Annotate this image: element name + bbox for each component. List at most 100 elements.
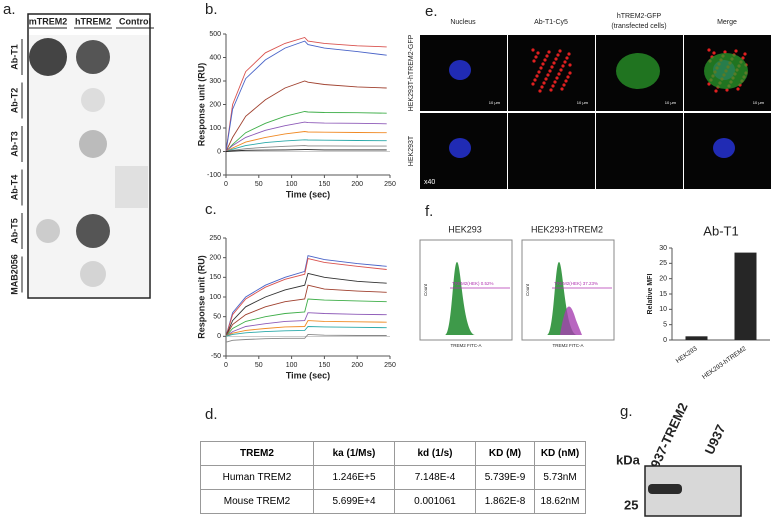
cy5-signal bbox=[547, 50, 551, 54]
y-tick-label: 0 bbox=[217, 148, 221, 155]
y-tick-label: 20 bbox=[659, 276, 667, 283]
blot-dot bbox=[81, 88, 105, 112]
cy5-signal bbox=[564, 79, 568, 83]
cy5-signal bbox=[562, 83, 566, 87]
sensorgram-line bbox=[225, 145, 387, 152]
cell: 1.862E-8 bbox=[475, 489, 535, 514]
gfp-signal bbox=[616, 53, 660, 89]
y-tick-label: 30 bbox=[659, 245, 667, 252]
y-tick-label: 100 bbox=[209, 125, 221, 132]
sensorgram-line bbox=[225, 320, 387, 337]
blot-row-label: Ab-T5 bbox=[9, 218, 19, 244]
cy5-signal bbox=[532, 59, 536, 63]
scale-bar-label: 10 μm bbox=[489, 100, 501, 105]
micrograph bbox=[508, 113, 595, 189]
x-tick-label: 100 bbox=[286, 362, 298, 369]
gate-label: TREM2(HEK) 0.52% bbox=[452, 281, 494, 286]
blot-row-label: Ab-T3 bbox=[9, 131, 19, 157]
cy5-signal bbox=[723, 50, 727, 54]
blot-dot bbox=[76, 40, 110, 74]
sensorgram-line bbox=[225, 312, 387, 337]
x-tick-label: 250 bbox=[384, 181, 396, 188]
micrograph bbox=[508, 35, 595, 111]
blot-dot bbox=[29, 38, 67, 76]
x-axis-label: Time (sec) bbox=[286, 370, 330, 380]
flow-histogram bbox=[445, 262, 475, 335]
chart-title: Ab-T1 bbox=[703, 223, 738, 238]
sensorgram-line bbox=[225, 80, 387, 152]
x-tick-label: 200 bbox=[351, 181, 363, 188]
cell: 18.62nM bbox=[534, 489, 586, 514]
cy5-signal bbox=[543, 58, 547, 62]
y-tick-label: 500 bbox=[209, 31, 221, 38]
blot-row-label: Ab-T4 bbox=[9, 175, 19, 201]
cy5-signal bbox=[566, 75, 570, 79]
cy5-signal bbox=[537, 70, 541, 74]
sensorgram-line bbox=[225, 272, 387, 337]
marker-label: 25 bbox=[624, 497, 638, 512]
sensorgram-line bbox=[225, 284, 387, 337]
cy5-signal bbox=[535, 74, 539, 78]
cy5-signal bbox=[560, 87, 564, 91]
y-tick-label: 150 bbox=[209, 274, 221, 281]
blot-row-label: Ab-T1 bbox=[9, 44, 19, 70]
scale-bar-label: 10 μm bbox=[665, 100, 677, 105]
x-tick-label: 0 bbox=[224, 362, 228, 369]
sensorgram-line bbox=[225, 36, 387, 152]
cy5-signal bbox=[551, 84, 555, 88]
image-column-label: Ab-T1-Cy5 bbox=[534, 19, 568, 26]
magnification: x40 bbox=[424, 179, 435, 186]
flow-y-label: Count bbox=[423, 283, 428, 296]
table-row: Mouse TREM2 5.699E+4 0.001061 1.862E-8 1… bbox=[200, 489, 586, 514]
sensorgram-line bbox=[225, 149, 387, 152]
x-tick-label: 50 bbox=[255, 181, 263, 188]
scale-bar-label: 10 μm bbox=[577, 100, 589, 105]
cell: kd (1/s) bbox=[394, 441, 476, 466]
table-header: TREM2 ka (1/Ms) kd (1/s) KD (M) KD (nM) bbox=[200, 441, 586, 466]
bar bbox=[685, 336, 708, 340]
cy5-signal bbox=[557, 72, 561, 76]
x-tick-label: 200 bbox=[351, 362, 363, 369]
cy5-signal bbox=[531, 82, 535, 86]
y-tick-label: 200 bbox=[209, 101, 221, 108]
panel-label: e. bbox=[425, 3, 438, 20]
cell: KD (M) bbox=[475, 441, 535, 466]
cell: 7.148E-4 bbox=[394, 465, 476, 490]
lane-label: U937 bbox=[702, 422, 729, 457]
y-tick-label: 25 bbox=[659, 260, 667, 267]
y-tick-label: 0 bbox=[663, 337, 667, 344]
sensorgram-line bbox=[225, 326, 387, 337]
cy5-signal bbox=[550, 65, 554, 69]
cell: 5.699E+4 bbox=[313, 489, 395, 514]
sensorgram-line bbox=[225, 139, 387, 152]
sensorgram-line bbox=[225, 333, 387, 343]
cy5-signal bbox=[546, 73, 550, 77]
x-tick-label: 150 bbox=[319, 362, 331, 369]
panel-label: f. bbox=[425, 203, 433, 220]
y-tick-label: -100 bbox=[207, 172, 221, 179]
image-column-label: Merge bbox=[717, 19, 737, 26]
cy5-signal bbox=[561, 64, 565, 68]
x-tick-label: HEK293 bbox=[675, 345, 699, 365]
cy5-signal bbox=[540, 85, 544, 89]
flow-x-label: TREM2 FITC-A bbox=[451, 343, 482, 348]
cy5-signal bbox=[567, 52, 571, 56]
panel-label: b. bbox=[205, 1, 218, 18]
cell: ka (1/Ms) bbox=[313, 441, 395, 466]
x-tick-label: 250 bbox=[384, 362, 396, 369]
cy5-signal bbox=[725, 88, 729, 92]
y-axis-label: Response unit (RU) bbox=[196, 63, 206, 147]
binding-table: TREM2 ka (1/Ms) kd (1/s) KD (M) KD (nM) … bbox=[200, 441, 586, 514]
cy5-signal bbox=[558, 49, 562, 53]
cy5-signal bbox=[534, 55, 538, 59]
blot-dot bbox=[76, 214, 110, 248]
flow-title: HEK293 bbox=[448, 224, 482, 234]
blot-column-label: Control bbox=[119, 16, 151, 26]
y-tick-label: 200 bbox=[209, 255, 221, 262]
bar bbox=[734, 252, 757, 340]
y-tick-label: 250 bbox=[209, 235, 221, 242]
cell: Mouse TREM2 bbox=[200, 489, 314, 514]
cell: Human TREM2 bbox=[200, 465, 314, 490]
cy5-signal bbox=[536, 51, 540, 55]
image-column-label: hTREM2-GFP bbox=[617, 13, 662, 20]
